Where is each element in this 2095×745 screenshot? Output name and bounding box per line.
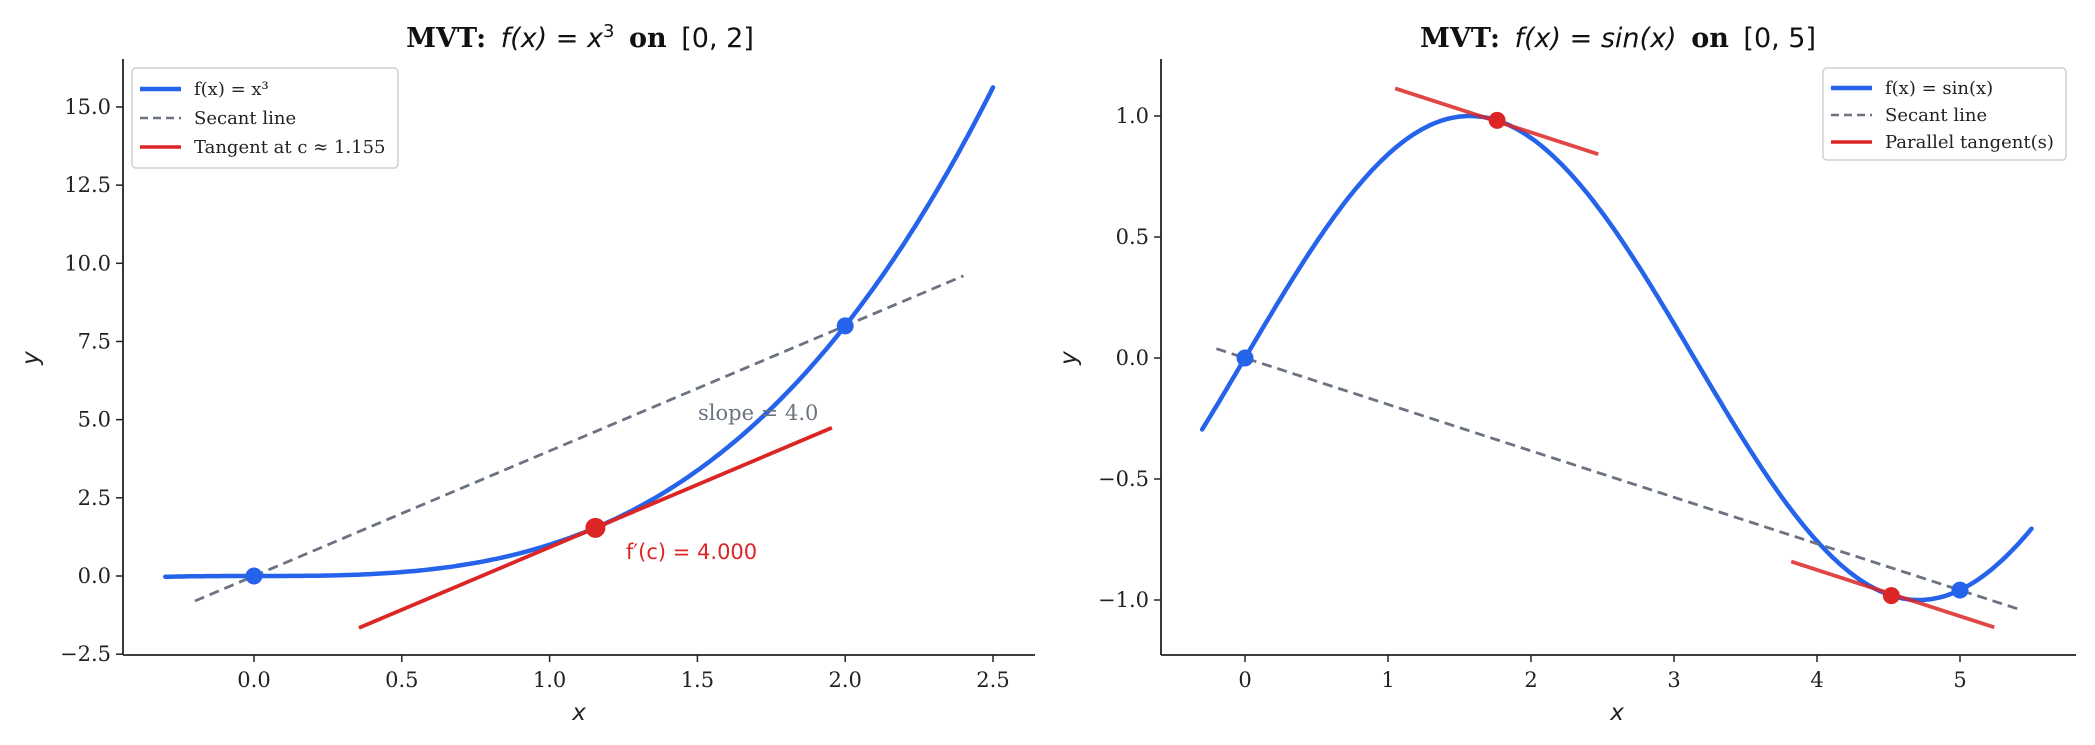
secant-line xyxy=(194,274,964,603)
plot-area-right xyxy=(1199,86,2034,630)
legend-left: f(x) = x³ Secant line Tangent at c ≈ 1.1… xyxy=(131,67,399,169)
x-tick-label: 3 xyxy=(1667,668,1680,692)
y-tick-label: 7.5 xyxy=(78,329,111,353)
y-tick-label: 2.5 xyxy=(78,486,111,510)
ticks-left: 0.0 0.5 1.0 1.5 2.0 2.5 −2.5 0.0 2.5 5.0 7.5 10.0 12… xyxy=(60,95,1010,692)
x-tick-label: 0 xyxy=(1238,668,1251,692)
y-axis-label-right: y xyxy=(1056,351,1082,366)
y-tick-label: 1.0 xyxy=(1116,104,1149,128)
marker-point xyxy=(1488,111,1506,129)
annotation-slope: slope = 4.0 xyxy=(698,401,818,425)
x-tick-label: 4 xyxy=(1810,668,1823,692)
y-tick-label: 0.5 xyxy=(1116,225,1149,249)
marker-point xyxy=(1236,349,1254,367)
plot-area-left xyxy=(163,85,996,630)
panel-sine: MVT: f(x) = sin(x) on [0, 5] 0 1 2 3 4 5 −1.0 −… xyxy=(1056,23,2076,726)
y-tick-label: 12.5 xyxy=(64,173,111,197)
x-tick-label: 1.0 xyxy=(533,668,566,692)
x-tick-label: 5 xyxy=(1953,668,1966,692)
legend-label-curve: f(x) = x³ xyxy=(194,79,269,100)
y-tick-label: −0.5 xyxy=(1098,467,1149,491)
marker-point xyxy=(245,567,263,585)
x-tick-label: 2.0 xyxy=(828,668,861,692)
legend-label-secant: Secant line xyxy=(1885,105,1987,126)
marker-point xyxy=(836,317,854,335)
annotation-derivative: f′(c) = 4.000 xyxy=(626,540,757,564)
x-axis-label-left: x xyxy=(571,700,586,726)
x-tick-label: 2.5 xyxy=(976,668,1009,692)
legend-label-secant: Secant line xyxy=(194,108,296,129)
marker-point xyxy=(1951,581,1969,599)
y-axis-label-left: y xyxy=(18,351,44,366)
x-tick-label: 0.0 xyxy=(237,668,270,692)
x-tick-label: 1 xyxy=(1381,668,1394,692)
x-tick-label: 2 xyxy=(1524,668,1537,692)
legend-label-curve: f(x) = sin(x) xyxy=(1885,78,1993,99)
y-tick-label: 0.0 xyxy=(78,564,111,588)
y-tick-label: 5.0 xyxy=(78,408,111,432)
legend-right: f(x) = sin(x) Secant line Parallel tange… xyxy=(1822,67,2067,161)
marker-point xyxy=(1882,587,1900,605)
y-tick-label: 0.0 xyxy=(1116,346,1149,370)
panel-cubic: MVT: f(x) = x3 on [0, 2] 0.0 0.5 1.0 1.5 2.0… xyxy=(18,13,1035,726)
legend-label-tangent: Parallel tangent(s) xyxy=(1885,132,2054,153)
secant-line xyxy=(1215,347,2018,611)
x-axis-label-right: x xyxy=(1609,700,1624,726)
chart-title-right: MVT: f(x) = sin(x) on [0, 5] xyxy=(1420,23,1816,54)
legend-label-tangent: Tangent at c ≈ 1.155 xyxy=(194,137,385,158)
y-tick-label: 15.0 xyxy=(64,95,111,119)
chart-title-left: MVT: f(x) = x3 on [0, 2] xyxy=(406,13,754,54)
y-tick-label: −1.0 xyxy=(1098,588,1149,612)
y-tick-label: 10.0 xyxy=(64,251,111,275)
x-tick-label: 0.5 xyxy=(385,668,418,692)
y-tick-label: −2.5 xyxy=(60,642,111,666)
ticks-right: 0 1 2 3 4 5 −1.0 −0.5 0.0 0.5 1.0 xyxy=(1098,104,1967,692)
x-tick-label: 1.5 xyxy=(681,668,714,692)
function-curve xyxy=(1199,113,2034,603)
marker-point xyxy=(585,517,606,538)
